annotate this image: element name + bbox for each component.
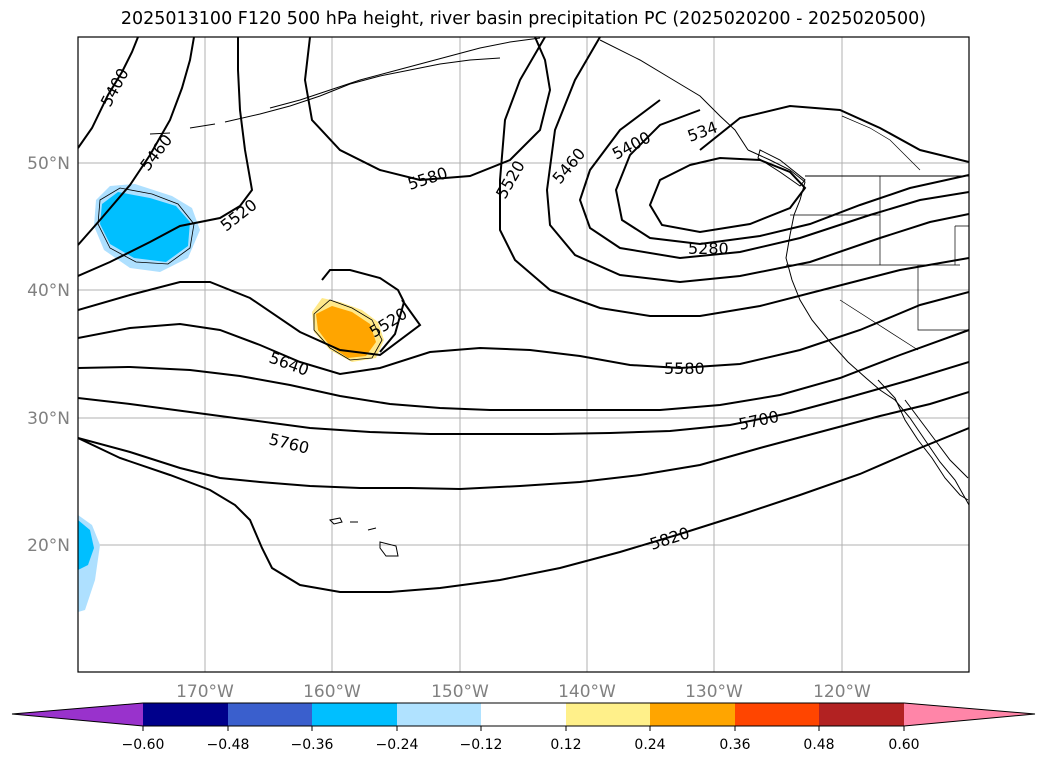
colorbar-tick-label: −0.24 [376,737,419,753]
colorbar-tick-label: 0.24 [634,737,665,753]
precip-negative-core-west [100,192,190,262]
colorbar-segment [566,703,650,726]
contour-5820 [78,427,969,593]
colorbar-tick-label: −0.12 [460,737,503,753]
colorbar-segment [650,703,735,726]
baja-california [877,379,969,501]
chart-title: 2025013100 F120 500 hPa height, river ba… [120,9,927,29]
gridlines [78,37,969,672]
longitude-labels: 170°W 160°W 150°W 140°W 130°W 120°W [176,682,871,702]
lon-label: 150°W [431,682,489,702]
colorbar-segment [143,703,228,726]
contour-5340-inner [699,104,969,163]
colorbar: −0.60 −0.48 −0.36 −0.24 −0.12 0.12 0.24 … [11,702,1036,753]
colorbar-tick-label: 0.60 [888,737,919,753]
contour-5520-east [499,37,969,317]
vancouver-island [757,149,806,187]
lon-label: 140°W [558,682,616,702]
colorbar-segment [312,703,397,726]
contour-5400-east [578,99,969,260]
precip-negative-core-sw [78,520,94,570]
colorbar-segment [397,703,481,726]
canada-interior [841,115,921,171]
coastlines [149,37,969,557]
alaska-panhandle [599,39,749,151]
contour-5520-main [78,281,422,357]
contour-5280 [648,156,807,234]
contour-5580-closed-gulf [303,37,552,182]
colorbar-tick-label: −0.48 [207,737,250,753]
lat-label: 20°N [27,536,70,556]
colorbar-tick-label: 0.36 [719,737,750,753]
colorbar-segment [228,703,312,726]
height-contours [78,37,969,593]
contour-5700 [78,361,969,435]
colorbar-segment [735,703,819,726]
lon-label: 170°W [176,682,234,702]
north-america-coast [747,149,969,506]
precip-shading [78,184,384,612]
lat-label: 50°N [27,154,70,174]
map-frame [77,36,970,673]
contour-label: 5580 [664,359,705,378]
precip-outline-west [97,187,195,265]
precip-outline-east [313,299,383,361]
colorbar-segment [481,703,566,726]
lat-label: 40°N [27,281,70,301]
contour-5580-long [78,291,969,376]
lon-label: 160°W [303,682,361,702]
aleutian-islands [149,57,501,135]
lon-label: 130°W [685,682,743,702]
contour-5640 [78,329,969,411]
contour-5460-west [78,37,195,246]
colorbar-extend-high [904,703,1035,726]
gulf-of-california [904,399,969,479]
contour-5520-west [78,37,254,277]
alaska-peninsula [269,37,541,109]
contour-5460-east [545,37,969,284]
lat-label: 30°N [27,409,70,429]
colorbar-tick-label: 0.12 [550,737,581,753]
colorbar-tick-label: −0.60 [122,737,165,753]
contour-5400-west [78,37,139,149]
contour-5580-small-loop [321,269,405,303]
colorbar-segment [819,703,904,726]
latitude-labels: 50°N 40°N 30°N 20°N [27,154,70,556]
colorbar-ticks [142,726,905,731]
contour-5340-east [614,109,969,246]
colorbar-tick-label: 0.48 [803,737,834,753]
map-background [78,37,969,672]
colorbar-extend-low [12,703,143,726]
lon-label: 120°W [813,682,871,702]
contour-5760 [78,391,969,491]
colorbar-tick-label: −0.36 [291,737,334,753]
hawaii-islands [328,517,399,557]
contour-label: 5280 [688,239,729,258]
